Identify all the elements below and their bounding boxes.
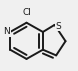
Text: S: S xyxy=(56,22,61,31)
Text: Cl: Cl xyxy=(22,8,31,17)
Text: N: N xyxy=(3,27,10,36)
